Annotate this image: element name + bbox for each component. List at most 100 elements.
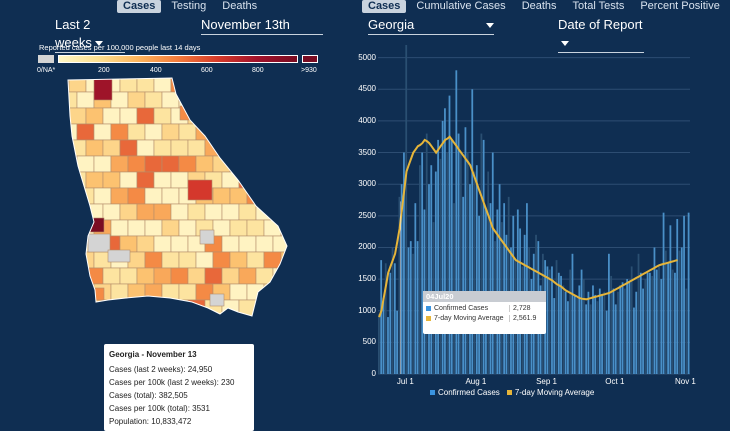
county[interactable] — [60, 155, 78, 173]
county[interactable] — [102, 139, 121, 157]
bar[interactable] — [562, 285, 565, 374]
bar[interactable] — [469, 184, 471, 374]
county[interactable] — [119, 171, 138, 189]
tab-cases[interactable]: Cases — [362, 0, 407, 13]
county[interactable] — [136, 171, 155, 189]
county[interactable] — [178, 283, 197, 301]
bar[interactable] — [569, 269, 572, 374]
bar[interactable] — [398, 196, 401, 374]
bar[interactable] — [405, 45, 408, 374]
georgia-county-map[interactable] — [60, 76, 300, 338]
county[interactable] — [195, 91, 214, 109]
county[interactable] — [68, 235, 87, 253]
county[interactable] — [170, 139, 189, 157]
bar[interactable] — [444, 108, 446, 374]
county[interactable] — [136, 299, 155, 316]
tab-testing[interactable]: Testing — [171, 0, 207, 12]
bar[interactable] — [667, 263, 670, 374]
county[interactable] — [127, 123, 146, 141]
bar[interactable] — [623, 288, 626, 374]
bar[interactable] — [621, 282, 624, 374]
bar[interactable] — [403, 152, 405, 374]
county[interactable] — [161, 315, 180, 332]
bar[interactable] — [578, 285, 581, 374]
county[interactable] — [161, 123, 180, 141]
county[interactable] — [280, 155, 298, 173]
county[interactable] — [86, 332, 103, 338]
bar[interactable] — [378, 313, 380, 374]
tab-cumulative-cases[interactable]: Cumulative Cases — [416, 0, 506, 12]
county[interactable] — [68, 267, 87, 285]
county[interactable] — [144, 155, 163, 173]
bar[interactable] — [421, 152, 424, 374]
bar[interactable] — [617, 291, 619, 374]
county[interactable] — [222, 332, 239, 338]
bar[interactable] — [671, 269, 674, 374]
bar[interactable] — [585, 304, 588, 374]
cases-bar-chart[interactable] — [378, 45, 690, 378]
bar[interactable] — [630, 266, 633, 374]
county[interactable] — [136, 203, 155, 221]
county[interactable] — [212, 219, 231, 237]
county[interactable] — [221, 139, 240, 157]
county[interactable] — [187, 299, 206, 316]
bar[interactable] — [548, 269, 551, 374]
bar[interactable] — [580, 269, 583, 374]
county[interactable] — [178, 219, 197, 237]
bar[interactable] — [446, 152, 449, 374]
county[interactable] — [255, 299, 274, 316]
county[interactable] — [60, 76, 70, 93]
county[interactable] — [238, 107, 257, 125]
bar[interactable] — [603, 291, 606, 374]
county[interactable] — [187, 139, 206, 157]
bar[interactable] — [457, 133, 460, 374]
county[interactable] — [153, 267, 172, 285]
county[interactable] — [238, 203, 257, 221]
county[interactable] — [153, 299, 172, 316]
county[interactable] — [272, 203, 290, 221]
county[interactable] — [195, 123, 214, 141]
county[interactable] — [136, 139, 155, 157]
bar[interactable] — [664, 250, 667, 374]
county[interactable] — [127, 251, 146, 269]
bar[interactable] — [414, 203, 417, 374]
county[interactable] — [60, 235, 70, 253]
county[interactable] — [154, 332, 171, 338]
county[interactable] — [280, 283, 298, 301]
county[interactable] — [246, 155, 265, 173]
county[interactable] — [93, 187, 112, 205]
county[interactable] — [246, 283, 265, 301]
county[interactable] — [170, 267, 189, 285]
county[interactable] — [272, 235, 290, 253]
county[interactable] — [178, 91, 197, 109]
bar[interactable] — [551, 266, 553, 374]
county[interactable] — [255, 107, 274, 125]
bar[interactable] — [416, 241, 419, 374]
county[interactable] — [93, 155, 112, 173]
county[interactable] — [212, 315, 231, 332]
county[interactable] — [179, 105, 195, 121]
bar[interactable] — [582, 279, 585, 374]
bar[interactable] — [557, 272, 560, 374]
county[interactable] — [119, 267, 138, 285]
county[interactable] — [199, 229, 215, 245]
county[interactable] — [229, 219, 248, 237]
county[interactable] — [103, 332, 120, 338]
bar[interactable] — [471, 89, 474, 375]
bar[interactable] — [662, 212, 665, 374]
bar[interactable] — [658, 266, 660, 374]
bar[interactable] — [487, 171, 490, 374]
county[interactable] — [255, 203, 274, 221]
county[interactable] — [85, 299, 104, 316]
county[interactable] — [239, 332, 256, 338]
bar[interactable] — [612, 288, 615, 374]
county[interactable] — [229, 283, 248, 301]
bar[interactable] — [437, 139, 439, 374]
county[interactable] — [102, 107, 121, 125]
bar[interactable] — [642, 288, 644, 374]
bar[interactable] — [453, 203, 455, 374]
county[interactable] — [60, 139, 70, 157]
bar[interactable] — [651, 275, 654, 374]
bar[interactable] — [628, 282, 631, 374]
bar[interactable] — [576, 298, 578, 374]
